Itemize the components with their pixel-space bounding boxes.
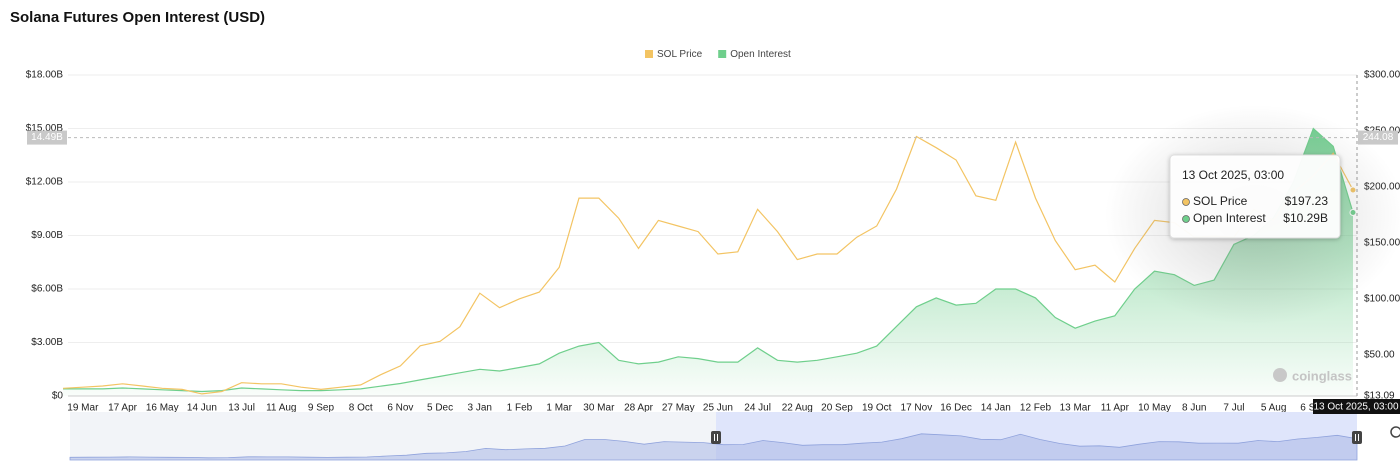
oi-area: [63, 128, 1353, 396]
settings-icon[interactable]: [1390, 426, 1400, 438]
x-tick-label: 9 Sep: [308, 403, 335, 414]
navigator-handle[interactable]: [711, 431, 721, 444]
x-tick-label: 17 Apr: [108, 403, 138, 414]
watermark-icon: [1273, 368, 1287, 382]
x-tick-label: 22 Aug: [782, 403, 813, 414]
y-tick-label: $15.00B: [26, 123, 64, 134]
x-tick-label: 3 Jan: [468, 403, 492, 414]
x-tick-label: 10 May: [1138, 403, 1171, 414]
y-tick-label: $3.00B: [31, 337, 63, 348]
tooltip-value: $197.23: [1285, 194, 1329, 208]
y2-tick-label: $300.00: [1364, 70, 1400, 81]
x-tick-label: 12 Feb: [1020, 403, 1052, 414]
legend-swatch: [718, 50, 727, 58]
crosshair-y-label: 14.49B: [31, 132, 63, 143]
x-tick-label: 5 Dec: [427, 403, 453, 414]
tooltip-value: $10.29B: [1283, 211, 1328, 225]
x-tick-label: 27 May: [662, 403, 695, 414]
tooltip-title: 13 Oct 2025, 03:00: [1182, 168, 1284, 182]
y-tick-label: $9.00B: [31, 230, 63, 241]
crosshair-x-label: 13 Oct 2025, 03:00: [1313, 402, 1399, 413]
x-tick-label: 17 Nov: [901, 403, 933, 414]
x-tick-label: 6 Nov: [387, 403, 413, 414]
y-tick-label: $18.00B: [26, 70, 64, 81]
x-tick-label: 5 Aug: [1261, 403, 1287, 414]
y2-tick-label: $13.09: [1364, 391, 1395, 402]
chart-title: Solana Futures Open Interest (USD): [10, 9, 265, 26]
y-tick-label: $6.00B: [31, 284, 63, 295]
tooltip-dot: [1182, 198, 1190, 206]
x-tick-label: 11 Apr: [1101, 403, 1130, 414]
x-tick-label: 1 Mar: [546, 403, 572, 414]
tooltip-name: Open Interest: [1193, 211, 1266, 225]
x-tick-label: 19 Mar: [67, 403, 99, 414]
legend-label[interactable]: Open Interest: [730, 49, 791, 60]
x-tick-label: 13 Mar: [1060, 403, 1092, 414]
crosshair-y-box: [27, 130, 67, 145]
x-tick-label: 16 Dec: [940, 403, 972, 414]
tooltip-box: [1169, 154, 1341, 239]
crosshair-y2-label: 244.08: [1363, 132, 1394, 143]
navigator-area: [69, 433, 1358, 461]
x-tick-label: 24 Jul: [744, 403, 771, 414]
legend-label[interactable]: SOL Price: [657, 49, 703, 60]
watermark: coinglass: [1292, 368, 1352, 383]
x-tick-label: 25 Jun: [703, 403, 733, 414]
overlay: 14.49B 244.08 13 Oct 2025, 03:00 13 Oct 202…: [27, 75, 1400, 414]
navigator-handle[interactable]: [1352, 431, 1362, 444]
tooltip-dot: [1182, 215, 1190, 223]
oi-line: [63, 127, 1354, 393]
y-tick-label: $12.00B: [26, 177, 64, 188]
x-tick-label: 16 May: [146, 403, 179, 414]
crosshair-x-box: [1313, 399, 1400, 414]
tooltip-name: SOL Price: [1193, 194, 1248, 208]
crosshair-y2-box: [1358, 130, 1398, 145]
navigator: [69, 412, 1400, 461]
x-tick-label: 19 Oct: [862, 403, 892, 414]
x-tick-label: 7 Jul: [1223, 403, 1244, 414]
x-tick-label: 30 Mar: [583, 403, 615, 414]
legend: SOL Price Open Interest: [645, 49, 791, 60]
y-tick-label: $0: [52, 391, 64, 402]
x-tick-label: 14 Jun: [187, 403, 217, 414]
x-tick-label: 8 Jun: [1182, 403, 1206, 414]
legend-swatch: [645, 50, 653, 58]
x-tick-label: 11 Aug: [266, 403, 296, 414]
y2-tick-label: $100.00: [1364, 293, 1400, 304]
x-tick-label: 1 Feb: [507, 403, 533, 414]
y2-tick-label: $50.00: [1364, 349, 1395, 360]
grid: [68, 74, 1357, 397]
x-tick-label: 13 Jul: [228, 403, 255, 414]
x-tick-label: 28 Apr: [624, 403, 654, 414]
x-tick-label: 8 Oct: [349, 403, 373, 414]
x-tick-label: 20 Sep: [821, 403, 853, 414]
x-tick-label: 14 Jan: [981, 403, 1011, 414]
